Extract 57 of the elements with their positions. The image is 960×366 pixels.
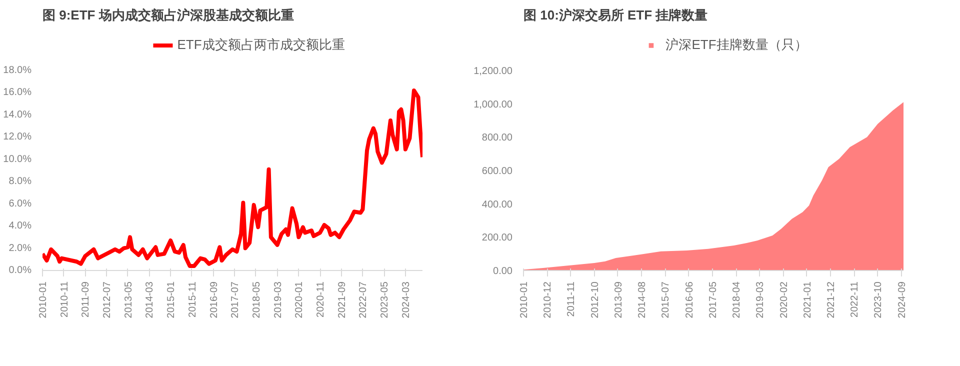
x-tick-label: 2017-05 — [708, 281, 719, 318]
x-tick-label: 2014-08 — [637, 281, 648, 318]
x-tick-label: 2011-09 — [80, 281, 92, 318]
y-tick-label: 800.00 — [482, 132, 513, 144]
y-tick-label: 18.0% — [3, 65, 32, 76]
x-tick-label: 2010-11 — [59, 281, 70, 318]
y-tick-label: 4.0% — [8, 220, 32, 232]
x-tick-label: 2021-01 — [802, 281, 814, 318]
x-tick-label: 2019-03 — [755, 281, 766, 318]
y-tick-label: 1,200.00 — [474, 66, 513, 77]
chart-title: 图 10:沪深交易所 ETF 挂牌数量 — [524, 8, 708, 22]
y-tick-label: 2.0% — [8, 242, 32, 254]
x-tick-label: 2021-09 — [336, 281, 348, 318]
x-tick-label: 2020-02 — [778, 281, 790, 318]
line-series — [42, 88, 422, 268]
x-tick-label: 2016-06 — [684, 281, 696, 318]
y-tick-label: 14.0% — [3, 109, 32, 120]
x-tick-label: 2020-11 — [316, 281, 327, 318]
y-tick-label: 1,000.00 — [474, 99, 513, 110]
y-tick-label: 6.0% — [8, 198, 32, 210]
y-tick-label: 400.00 — [482, 199, 513, 210]
x-tick-label: 2023-10 — [873, 281, 884, 318]
x-tick-label: 2020-01 — [294, 281, 306, 318]
x-tick-label: 2010-01 — [519, 281, 530, 318]
x-tick-label: 2023-05 — [380, 281, 391, 318]
x-tick-label: 2014-03 — [144, 281, 156, 318]
x-tick-label: 2013-05 — [123, 281, 134, 318]
x-tick-label: 2024-03 — [400, 281, 412, 318]
x-tick-label: 2013-09 — [613, 281, 624, 318]
x-tick-label: 2022-07 — [358, 281, 370, 318]
x-tick-label: 2015-01 — [166, 281, 178, 318]
x-tick-label: 2010-01 — [38, 281, 49, 318]
x-tick-label: 2018-05 — [251, 281, 262, 318]
y-tick-label: 12.0% — [3, 132, 32, 143]
y-tick-label: 200.00 — [482, 232, 513, 244]
legend-label: ETF成交额占两市成交额比重 — [177, 36, 345, 54]
y-tick-label: 0.00 — [493, 266, 513, 277]
y-tick-label: 16.0% — [3, 87, 32, 98]
x-tick-label: 2010-12 — [542, 281, 554, 318]
legend-label: 沪深ETF挂牌数量（只） — [666, 36, 808, 54]
x-tick-label: 2022-11 — [850, 281, 861, 318]
x-tick-label: 2012-10 — [590, 281, 601, 318]
x-tick-label: 2021-12 — [826, 281, 838, 318]
x-tick-label: 2017-07 — [230, 281, 242, 318]
y-tick-label: 0.0% — [8, 265, 32, 276]
y-tick-label: 8.0% — [8, 176, 32, 188]
x-tick-label: 2011-11 — [566, 281, 578, 317]
x-tick-label: 2012-07 — [102, 281, 114, 318]
y-tick-label: 10.0% — [3, 154, 32, 165]
x-tick-label: 2015-11 — [187, 281, 198, 318]
x-tick-label: 2018-04 — [732, 281, 743, 318]
y-tick-label: 600.00 — [482, 166, 513, 177]
chart-title: 图 9:ETF 场内成交额占沪深股基成交额比重 — [42, 8, 294, 22]
x-tick-label: 2016-09 — [208, 281, 220, 318]
x-tick-label: 2024-09 — [896, 281, 908, 318]
x-tick-label: 2015-07 — [660, 281, 672, 318]
x-tick-label: 2019-03 — [272, 281, 284, 318]
